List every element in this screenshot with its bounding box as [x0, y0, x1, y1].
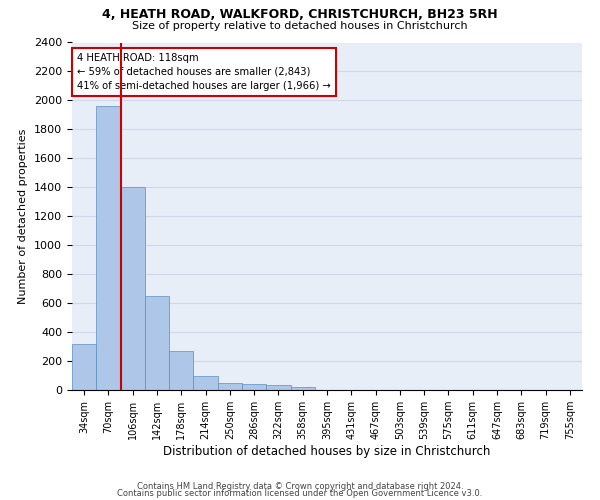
Text: Contains public sector information licensed under the Open Government Licence v3: Contains public sector information licen…: [118, 490, 482, 498]
Text: Contains HM Land Registry data © Crown copyright and database right 2024.: Contains HM Land Registry data © Crown c…: [137, 482, 463, 491]
Bar: [96, 106, 121, 390]
Y-axis label: Number of detached properties: Number of detached properties: [19, 128, 28, 304]
Bar: [266, 385, 290, 390]
Bar: [290, 387, 315, 390]
X-axis label: Distribution of detached houses by size in Christchurch: Distribution of detached houses by size …: [163, 445, 491, 458]
Bar: [193, 376, 218, 390]
Bar: [169, 351, 193, 390]
Bar: [218, 383, 242, 390]
Bar: [145, 296, 169, 390]
Text: 4, HEATH ROAD, WALKFORD, CHRISTCHURCH, BH23 5RH: 4, HEATH ROAD, WALKFORD, CHRISTCHURCH, B…: [102, 8, 498, 20]
Text: Size of property relative to detached houses in Christchurch: Size of property relative to detached ho…: [132, 21, 468, 31]
Bar: [72, 344, 96, 390]
Text: 4 HEATH ROAD: 118sqm
← 59% of detached houses are smaller (2,843)
41% of semi-de: 4 HEATH ROAD: 118sqm ← 59% of detached h…: [77, 53, 331, 91]
Bar: [121, 188, 145, 390]
Bar: [242, 384, 266, 390]
